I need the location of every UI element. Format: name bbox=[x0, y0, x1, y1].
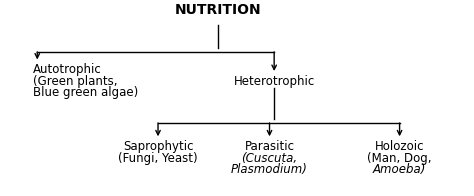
Text: Holozoic: Holozoic bbox=[375, 140, 424, 153]
Text: Plasmodium): Plasmodium) bbox=[231, 163, 308, 176]
Text: Autotrophic: Autotrophic bbox=[33, 64, 101, 76]
Text: NUTRITION: NUTRITION bbox=[175, 3, 262, 17]
Text: Blue green algae): Blue green algae) bbox=[33, 86, 138, 100]
Text: (Cuscuta,: (Cuscuta, bbox=[241, 152, 298, 165]
Text: Saprophytic: Saprophytic bbox=[123, 140, 193, 153]
Text: (Fungi, Yeast): (Fungi, Yeast) bbox=[118, 152, 198, 165]
Text: Heterotrophic: Heterotrophic bbox=[234, 75, 315, 88]
Text: (Green plants,: (Green plants, bbox=[33, 75, 117, 88]
Text: (Man, Dog,: (Man, Dog, bbox=[367, 152, 432, 165]
Text: Parasitic: Parasitic bbox=[245, 140, 294, 153]
Text: Amoeba): Amoeba) bbox=[373, 163, 426, 176]
